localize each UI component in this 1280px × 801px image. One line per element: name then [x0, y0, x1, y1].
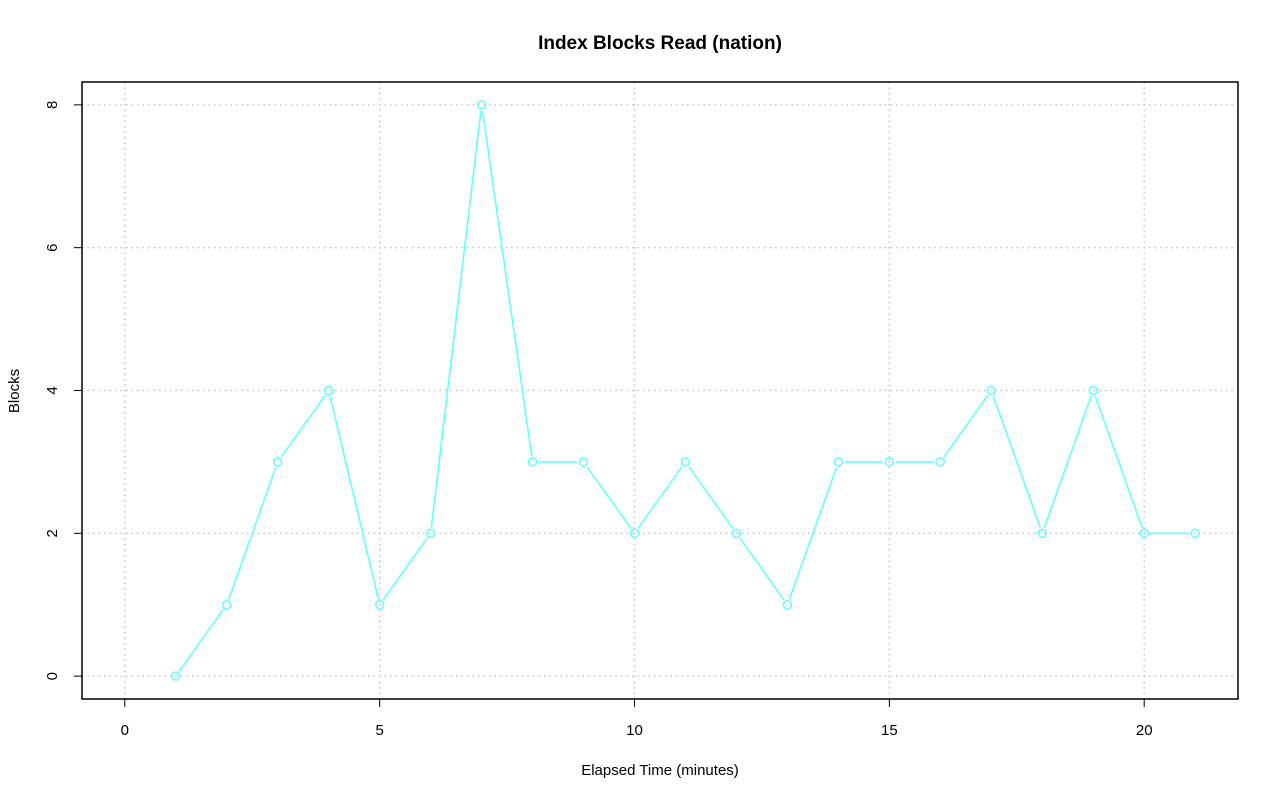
data-point: [272, 457, 283, 467]
data-point: [425, 528, 436, 539]
data-point: [476, 100, 487, 110]
x-tick-label: 10: [626, 722, 643, 739]
data-point: [1037, 528, 1048, 539]
series-line-segment: [1043, 395, 1092, 528]
grid-layer: [82, 82, 1238, 699]
chart-title: Index Blocks Read (nation): [538, 33, 782, 54]
y-tick-label: 2: [44, 529, 61, 537]
data-point: [833, 457, 844, 467]
series-line-segment: [637, 466, 683, 529]
data-point: [527, 457, 538, 467]
series-line-segment: [228, 467, 277, 600]
x-tick-label: 15: [881, 722, 898, 739]
data-point: [629, 528, 640, 539]
series-line-segment: [1094, 395, 1143, 528]
series-line-segment: [739, 537, 785, 601]
series-line-segment: [430, 110, 482, 528]
x-tick-label: 0: [121, 722, 129, 739]
data-point: [731, 528, 742, 539]
y-tick-label: 8: [44, 101, 61, 109]
y-tick-label: 6: [44, 244, 61, 252]
data-point: [170, 671, 181, 681]
data-point: [374, 599, 385, 610]
series-line-segment: [481, 110, 533, 457]
data-point: [986, 385, 997, 396]
y-tick-label: 0: [44, 672, 61, 680]
data-point: [221, 599, 232, 610]
series-line-segment: [688, 466, 734, 529]
series-line-segment: [280, 394, 326, 458]
series-line-segment: [178, 609, 224, 672]
data-point: [680, 457, 691, 467]
data-point: [1190, 528, 1200, 539]
data-point: [884, 457, 895, 467]
series-line-segment: [943, 394, 989, 458]
x-axis-label: Elapsed Time (minutes): [581, 762, 739, 779]
data-point: [1139, 528, 1150, 539]
series-line-segment: [992, 395, 1042, 528]
series-line-segment: [788, 467, 838, 600]
y-axis-label: Blocks: [6, 369, 23, 413]
series-layer: [170, 100, 1200, 681]
series-line-segment: [329, 396, 380, 600]
x-tick-label: 5: [375, 722, 383, 739]
series-line-segment: [382, 537, 428, 601]
data-point: [578, 457, 589, 467]
series-line-segment: [586, 466, 632, 529]
data-point: [323, 385, 334, 396]
x-axis: 0 5 10 15 20: [121, 699, 1153, 739]
y-tick-label: 4: [44, 386, 61, 394]
data-point: [1088, 385, 1099, 396]
x-tick-label: 20: [1136, 722, 1153, 739]
y-axis: 0 2 4 6 8: [44, 101, 82, 680]
data-point: [782, 599, 793, 610]
data-point: [935, 457, 946, 467]
